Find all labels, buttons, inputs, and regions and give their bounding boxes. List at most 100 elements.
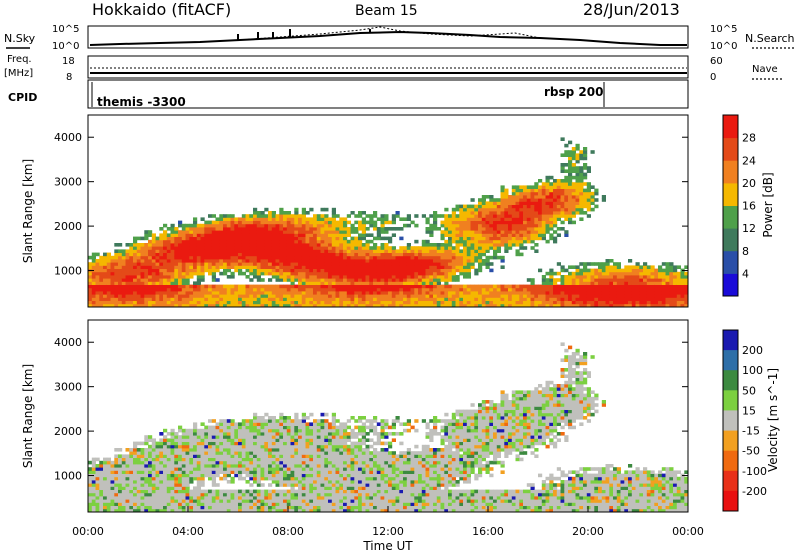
power-cell bbox=[571, 220, 576, 225]
power-cell bbox=[493, 303, 498, 308]
power-cell bbox=[343, 287, 348, 292]
power-cell bbox=[676, 265, 681, 269]
velocity-cell bbox=[245, 508, 250, 513]
power-cell bbox=[279, 233, 284, 237]
power-cell bbox=[283, 265, 288, 269]
velocity-cell bbox=[215, 460, 220, 465]
power-cell bbox=[133, 239, 138, 244]
power-cell bbox=[538, 214, 543, 218]
power-cell bbox=[466, 275, 471, 279]
power-cell bbox=[658, 297, 663, 301]
power-cell bbox=[451, 246, 456, 250]
power-cell bbox=[504, 201, 509, 205]
power-cell bbox=[583, 300, 588, 305]
power-cell bbox=[571, 265, 576, 269]
power-cell bbox=[388, 287, 393, 292]
velocity-cell bbox=[163, 486, 168, 490]
power-cell bbox=[620, 291, 625, 295]
power-cell bbox=[373, 265, 378, 269]
power-cell bbox=[343, 284, 348, 289]
power-cell bbox=[459, 303, 464, 308]
power-cell bbox=[598, 281, 603, 285]
power-cell bbox=[226, 233, 231, 237]
power-cell bbox=[223, 255, 228, 260]
velocity-cell bbox=[245, 432, 250, 436]
velocity-cell bbox=[121, 505, 126, 510]
velocity-cell bbox=[241, 451, 246, 455]
power-cell bbox=[208, 214, 213, 218]
power-cell bbox=[271, 217, 276, 221]
power-cell bbox=[313, 214, 318, 218]
power-cell bbox=[560, 265, 565, 269]
power-cell bbox=[613, 297, 618, 301]
power-cell bbox=[380, 281, 385, 285]
power-cell bbox=[196, 223, 201, 228]
power-cell bbox=[268, 297, 273, 301]
velocity-cell bbox=[196, 480, 201, 484]
power-cell bbox=[541, 281, 546, 285]
power-cell bbox=[286, 275, 291, 279]
power-cell bbox=[466, 287, 471, 292]
power-cell bbox=[511, 220, 516, 225]
power-cell bbox=[466, 291, 471, 295]
velocity-cell bbox=[234, 441, 239, 446]
power-cell bbox=[328, 294, 333, 298]
power-cell bbox=[99, 284, 104, 289]
velocity-cell bbox=[196, 473, 201, 478]
power-cell bbox=[204, 243, 209, 247]
power-cell bbox=[290, 252, 295, 257]
power-cell bbox=[88, 281, 93, 285]
power-cell bbox=[388, 268, 393, 273]
power-cell bbox=[369, 294, 374, 298]
power-cell bbox=[313, 278, 318, 282]
power-cell bbox=[579, 281, 584, 285]
velocity-cell bbox=[234, 502, 239, 506]
power-cell bbox=[136, 252, 141, 257]
power-cell bbox=[256, 262, 261, 266]
power-cell bbox=[264, 227, 269, 231]
power-cell bbox=[301, 271, 306, 276]
velocity-cell bbox=[151, 454, 156, 458]
power-cell bbox=[418, 275, 423, 279]
power-cell bbox=[560, 284, 565, 289]
velocity-cell bbox=[185, 473, 190, 478]
velocity-cell bbox=[144, 480, 149, 484]
power-cell bbox=[238, 217, 243, 221]
power-cell bbox=[534, 201, 539, 205]
power-cell bbox=[459, 249, 464, 253]
velocity-cell bbox=[91, 476, 96, 481]
power-cell bbox=[598, 265, 603, 269]
power-cell bbox=[481, 198, 486, 202]
power-cell bbox=[181, 294, 186, 298]
power-cell bbox=[478, 252, 483, 257]
power-cell bbox=[298, 284, 303, 289]
velocity-cell bbox=[230, 454, 235, 458]
power-cell bbox=[380, 262, 385, 266]
power-cell bbox=[579, 211, 584, 215]
power-cell bbox=[553, 185, 558, 189]
power-cell bbox=[391, 233, 396, 237]
power-cell bbox=[271, 227, 276, 231]
velocity-cell bbox=[121, 473, 126, 478]
power-cell bbox=[463, 268, 468, 273]
power-cell bbox=[290, 255, 295, 260]
power-cell bbox=[410, 287, 415, 292]
power-cell bbox=[309, 271, 314, 276]
power-cell bbox=[301, 236, 306, 241]
power-cell bbox=[320, 275, 325, 279]
power-cell bbox=[219, 239, 224, 244]
power-cell bbox=[523, 227, 528, 231]
power-cell bbox=[399, 265, 404, 269]
power-cell bbox=[133, 255, 138, 260]
power-cell bbox=[283, 297, 288, 301]
velocity-cell bbox=[230, 508, 235, 513]
power-cell bbox=[245, 239, 250, 244]
power-cell bbox=[519, 211, 524, 215]
power-cell bbox=[463, 265, 468, 269]
power-cell bbox=[556, 278, 561, 282]
power-cell bbox=[155, 271, 160, 276]
power-cell bbox=[268, 246, 273, 250]
power-cell bbox=[133, 284, 138, 289]
power-cell bbox=[466, 284, 471, 289]
power-cell bbox=[298, 278, 303, 282]
